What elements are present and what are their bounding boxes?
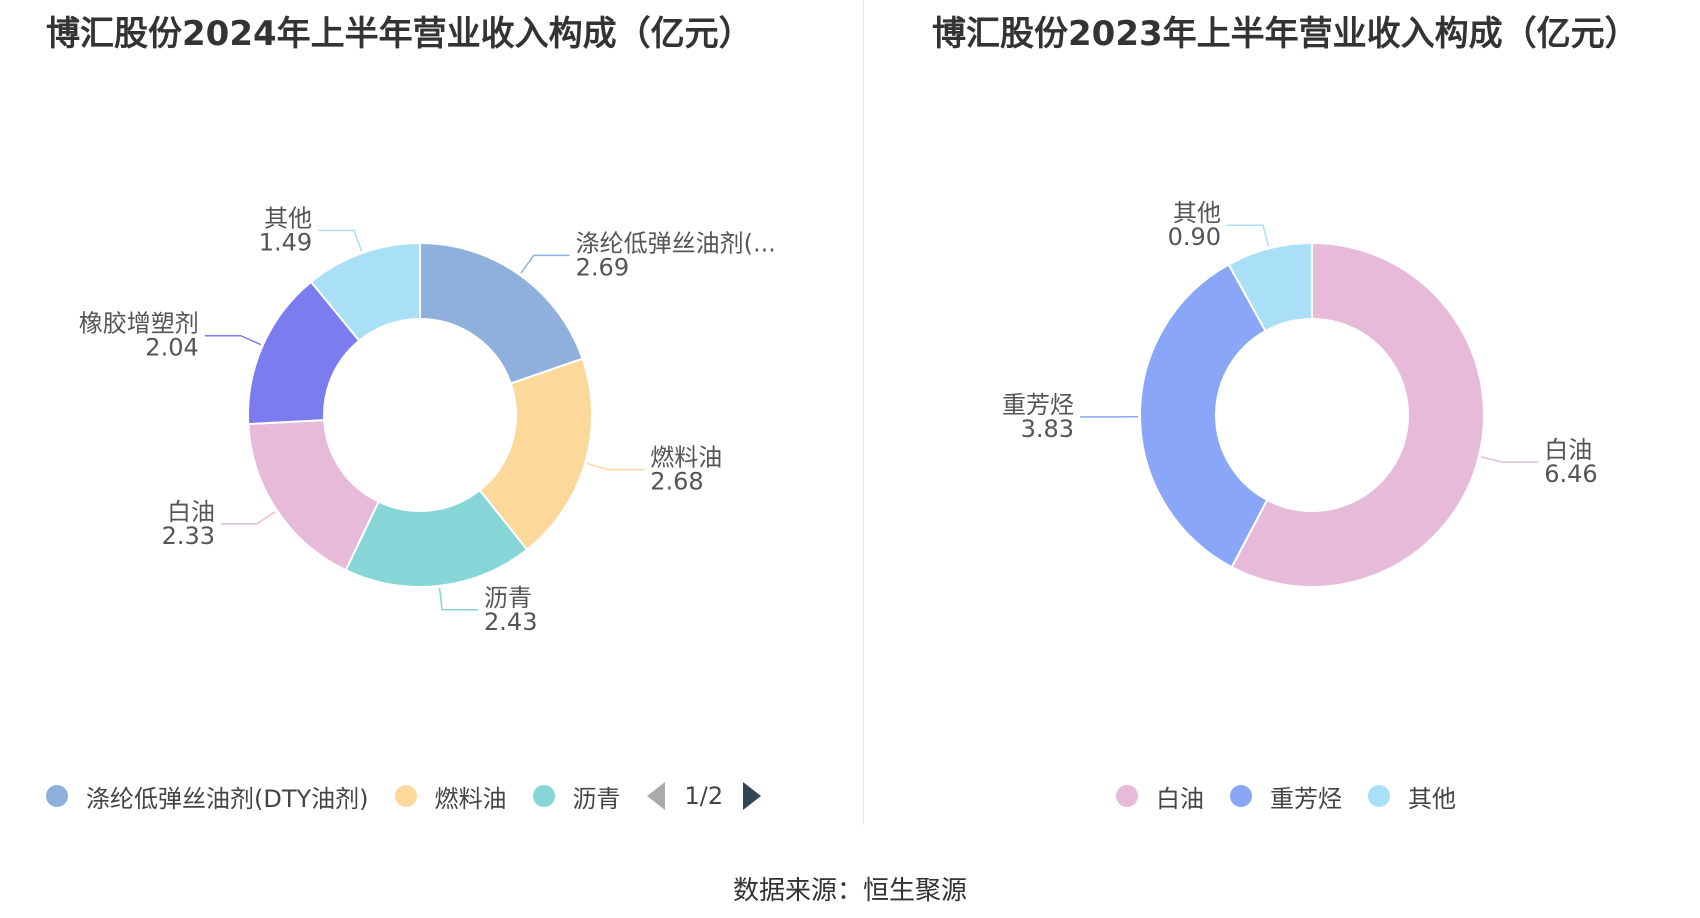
legend-dot-dty <box>46 785 68 807</box>
legend-item-white-oil[interactable]: 白油 <box>1116 779 1204 814</box>
legend-page-indicator: 1/2 <box>684 782 724 810</box>
legend-next-page-icon[interactable] <box>743 782 762 810</box>
chart-2024-slice-2-value-label: 2.43 <box>484 608 537 636</box>
legend-dot-other <box>1368 785 1390 807</box>
chart-2024-slice-3-leader-line <box>221 511 276 525</box>
chart-2024-slice-5-value-label: 1.49 <box>259 228 312 256</box>
chart-2023-panel: 博汇股份2023年上半年营业收入构成（亿元） 白油 6.46 重芳烃 3.83 其他 0.… <box>860 0 1700 830</box>
chart-2024-slice-4-leader-line <box>204 334 262 346</box>
chart-2024-slice-1-value-label: 2.68 <box>650 468 703 496</box>
chart-2024-slice-0[interactable] <box>419 241 584 385</box>
chart-2024-title: 博汇股份2024年上半年营业收入构成（亿元） <box>46 14 753 54</box>
chart-2024-slice-4-value-label: 2.04 <box>145 334 198 362</box>
legend-item-dty[interactable]: 涤纶低弹丝油剂(DTY油剂) <box>46 779 369 814</box>
legend-dot-fuel-oil <box>394 785 417 807</box>
legend-item-other[interactable]: 其他 <box>1368 779 1456 814</box>
legend-label-dty: 涤纶低弹丝油剂(DTY油剂) <box>86 784 369 813</box>
chart-2023-slice-2-leader-line <box>1227 224 1270 247</box>
panel-divider <box>863 0 864 825</box>
chart-2024-slice-1-label: 燃料油 <box>650 444 722 472</box>
legend-dot-asphalt <box>532 785 555 807</box>
chart-2024-panel: 博汇股份2024年上半年营业收入构成（亿元） 涤纶低弹丝油剂(... 2.69 燃料… <box>0 0 850 830</box>
chart-2023-slice-2[interactable] <box>1227 241 1313 333</box>
legend-label-white-oil: 白油 <box>1156 784 1204 813</box>
chart-2024-slice-5-label: 其他 <box>264 204 312 232</box>
chart-2023-slice-2-value-label: 0.90 <box>1168 223 1221 251</box>
chart-2024-slice-2-leader-line <box>438 587 479 611</box>
chart-2023-legend: 白油 重芳烃 其他 <box>1116 776 1482 816</box>
chart-2024-slice-3-value-label: 2.33 <box>162 522 215 550</box>
chart-2023-slice-0[interactable] <box>1230 241 1485 588</box>
chart-2023-slice-1[interactable] <box>1139 263 1269 569</box>
legend-label-fuel-oil: 燃料油 <box>434 784 507 813</box>
chart-2024-slice-1[interactable] <box>478 357 593 552</box>
legend-item-heavy-aromatics[interactable]: 重芳烃 <box>1230 779 1342 814</box>
legend-prev-page-icon[interactable] <box>646 782 665 810</box>
chart-2023-slice-1-label: 重芳烃 <box>1002 391 1074 419</box>
chart-2024-slice-4-label: 橡胶增塑剂 <box>79 310 199 338</box>
data-source-note: 数据来源：恒生聚源 <box>732 876 967 906</box>
legend-pager: 1/2 <box>646 782 762 810</box>
legend-label-other: 其他 <box>1408 784 1456 813</box>
legend-label-heavy-aromatics: 重芳烃 <box>1270 784 1342 813</box>
chart-2023-slice-0-value-label: 6.46 <box>1544 460 1597 488</box>
chart-2024-slice-2-label: 沥青 <box>484 584 532 612</box>
chart-2023-slice-2-label: 其他 <box>1173 199 1221 227</box>
chart-2024-slice-5-leader-line <box>318 229 363 252</box>
chart-2023-slice-0-label: 白油 <box>1544 436 1592 464</box>
chart-2024-slice-0-label: 涤纶低弹丝油剂(... <box>576 229 776 257</box>
chart-2024-slice-1-leader-line <box>586 462 645 471</box>
legend-dot-heavy-aromatics <box>1230 785 1252 807</box>
chart-2024-slice-5[interactable] <box>309 241 421 343</box>
legend-label-asphalt: 沥青 <box>572 784 621 813</box>
chart-2024-slice-0-leader-line <box>520 254 570 274</box>
legend-item-fuel-oil[interactable]: 燃料油 <box>394 779 507 814</box>
chart-2024-slice-0-value-label: 2.69 <box>576 253 629 281</box>
chart-2024-slice-3-label: 白油 <box>167 498 215 526</box>
legend-dot-white-oil <box>1116 785 1138 807</box>
chart-2024-legend: 涤纶低弹丝油剂(DTY油剂) 燃料油 沥青 1/2 <box>46 776 762 816</box>
chart-2023-slice-1-value-label: 3.83 <box>1021 415 1074 443</box>
chart-2023-title: 博汇股份2023年上半年营业收入构成（亿元） <box>932 14 1639 54</box>
chart-2023-slice-0-leader-line <box>1480 456 1539 463</box>
legend-item-asphalt[interactable]: 沥青 <box>532 779 621 814</box>
